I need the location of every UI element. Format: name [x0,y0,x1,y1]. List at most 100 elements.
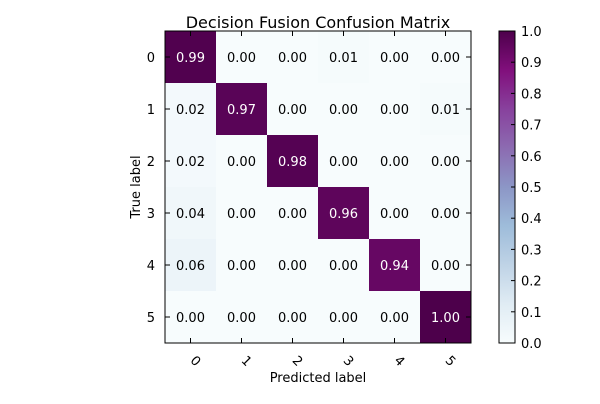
colorbar-tick-label-0.6: 0.6 [521,150,542,165]
heatmap-cell-r1-c4 [369,83,421,136]
cell-value-label-r2-c4: 0.00 [380,155,409,170]
cell-value-label-r3-c1: 0.00 [227,207,256,222]
cell-value-label-r3-c5: 0.00 [431,207,460,222]
cell-value-label-r5-c0: 0.00 [176,311,205,326]
colorbar: 0.0 0.1 0.2 0.3 0.4 0.5 0.6 0.7 0.8 0.9 1.0 [498,25,542,352]
heatmap-cell-r2-c1 [216,135,268,188]
chart-title: Decision Fusion Confusion Matrix [186,13,451,32]
heatmap-cell-r5-c5 [420,291,472,344]
heatmap-cell-r2-c4 [369,135,421,188]
y-tick-label-1: 1 [147,103,155,118]
heatmap-cell-r0-c0 [165,31,217,84]
heatmap-cell-r5-c0 [165,291,217,344]
cell-value-label-r3-c3: 0.96 [329,207,358,222]
heatmap-cell-r3-c3 [318,187,370,240]
cell-value-label-r1-c1: 0.97 [227,103,256,118]
colorbar-ticks: 0.0 0.1 0.2 0.3 0.4 0.5 0.6 0.7 0.8 0.9 1.0 [511,25,542,352]
cell-value-label-r0-c4: 0.00 [380,51,409,66]
colorbar-tick-label-0.9: 0.9 [521,56,542,71]
heatmap-cell-r3-c5 [420,187,472,240]
cell-value-label-r0-c0: 0.99 [176,51,205,66]
x-tick-label-4: 4 [391,353,407,369]
heatmap-cell-r5-c1 [216,291,268,344]
colorbar-tick-label-0.7: 0.7 [521,119,542,134]
heatmap-cell-r4-c4 [369,239,421,292]
cell-value-label-r2-c0: 0.02 [176,155,205,170]
colorbar-tick-label-0.1: 0.1 [521,306,542,321]
y-tick-label-2: 2 [147,155,155,170]
cell-value-label-r4-c3: 0.00 [329,259,358,274]
cell-value-label-r5-c5: 1.00 [431,311,460,326]
heatmap-cell-r4-c3 [318,239,370,292]
cell-value-label-r3-c0: 0.04 [176,207,205,222]
cell-value-label-r5-c1: 0.00 [227,311,256,326]
y-tick-label-0: 0 [147,51,155,66]
heatmap-cell-r0-c1 [216,31,268,84]
x-tick-label-1: 1 [238,353,254,369]
y-tick-label-4: 4 [147,259,155,274]
heatmap-cell-r3-c4 [369,187,421,240]
heatmap-cell-r5-c2 [267,291,319,344]
heatmap-cell-r5-c3 [318,291,370,344]
colorbar-tick-label-0.0: 0.0 [521,337,542,352]
heatmap-cell-r0-c4 [369,31,421,84]
heatmap-cell-r3-c0 [165,187,217,240]
heatmap-cell-r0-c5 [420,31,472,84]
y-axis-ticks: 0 1 2 3 4 5 [147,51,471,326]
cell-value-label-r2-c5: 0.00 [431,155,460,170]
cell-value-label-r5-c2: 0.00 [278,311,307,326]
heatmap-cell-r2-c0 [165,135,217,188]
heatmap-cell-r0-c2 [267,31,319,84]
cell-value-label-r0-c1: 0.00 [227,51,256,66]
heatmap-cell-r5-c4 [369,291,421,344]
colorbar-tick-label-0.8: 0.8 [521,87,542,102]
x-tick-label-5: 5 [442,353,458,369]
colorbar-gradient [499,31,515,343]
heatmap-cell-r3-c2 [267,187,319,240]
cell-value-label-r4-c0: 0.06 [176,259,205,274]
cell-value-label-r5-c4: 0.00 [380,311,409,326]
heatmap-cell-r4-c5 [420,239,472,292]
colorbar-tick-label-0.5: 0.5 [521,181,542,196]
cell-value-label-r3-c2: 0.00 [278,207,307,222]
cell-value-labels: 0.99 0.00 0.00 0.01 0.00 0.00 0.02 0.97 0.00 0.00… [176,51,460,326]
cell-value-label-r0-c3: 0.01 [329,51,358,66]
colorbar-tick-label-1.0: 1.0 [521,25,542,40]
cell-value-label-r1-c0: 0.02 [176,103,205,118]
cell-value-label-r3-c4: 0.00 [380,207,409,222]
heatmap-cell-r2-c3 [318,135,370,188]
cell-value-label-r4-c1: 0.00 [227,259,256,274]
colorbar-tick-label-0.3: 0.3 [521,243,542,258]
heatmap-cells [165,31,472,344]
y-axis-label: True label [129,155,144,219]
heatmap-cell-r1-c5 [420,83,472,136]
cell-value-label-r5-c3: 0.00 [329,311,358,326]
heatmap-cell-r1-c0 [165,83,217,136]
x-axis-label: Predicted label [270,371,367,386]
y-tick-label-3: 3 [147,207,155,222]
x-tick-label-2: 2 [289,353,305,369]
heatmap-cell-r2-c5 [420,135,472,188]
cell-value-label-r2-c3: 0.00 [329,155,358,170]
heatmap-cell-r4-c1 [216,239,268,292]
heatmap-cell-r1-c1 [216,83,268,136]
colorbar-tick-label-0.4: 0.4 [521,212,542,227]
cell-value-label-r0-c2: 0.00 [278,51,307,66]
cell-value-label-r1-c3: 0.00 [329,103,358,118]
x-tick-label-3: 3 [340,353,356,369]
heatmap-cell-r3-c1 [216,187,268,240]
x-tick-label-0: 0 [187,353,203,369]
y-tick-label-5: 5 [147,311,155,326]
heatmap-cell-r0-c3 [318,31,370,84]
cell-value-label-r4-c2: 0.00 [278,259,307,274]
cell-value-label-r4-c5: 0.00 [431,259,460,274]
cell-value-label-r1-c5: 0.01 [431,103,460,118]
plot-frame [164,30,472,344]
heatmap-cell-r4-c2 [267,239,319,292]
heatmap-cell-r2-c2 [267,135,319,188]
cell-value-label-r4-c4: 0.94 [380,259,409,274]
cell-value-label-r2-c1: 0.00 [227,155,256,170]
cell-value-label-r1-c2: 0.00 [278,103,307,118]
